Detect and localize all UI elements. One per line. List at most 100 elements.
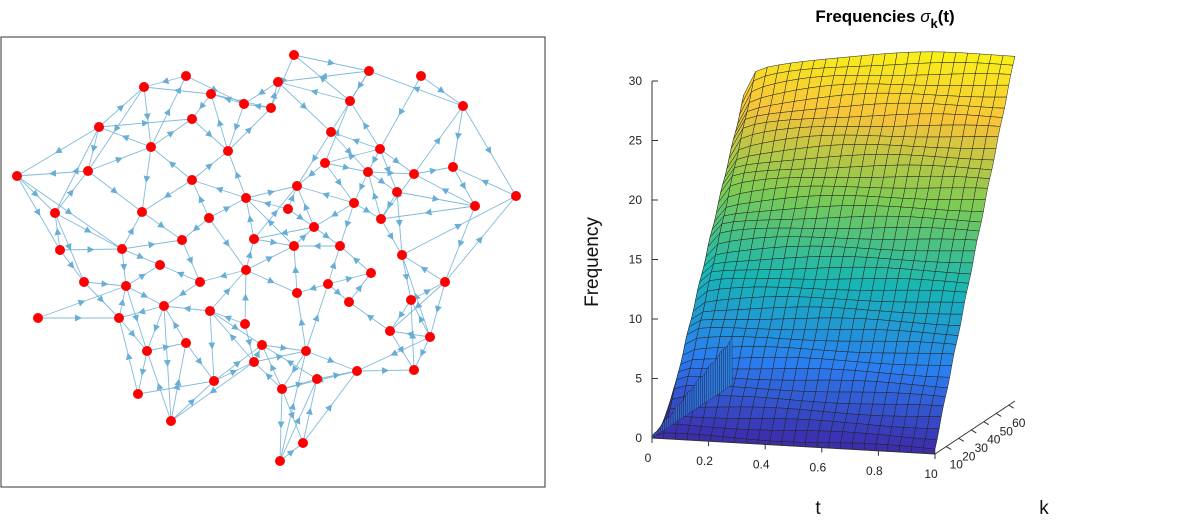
k-tick-mark — [945, 446, 952, 450]
surface-face — [954, 166, 969, 178]
graph-node — [375, 144, 385, 154]
surface-face — [866, 248, 882, 259]
surface-face — [793, 430, 808, 443]
surface-face — [898, 321, 914, 332]
graph-node — [409, 169, 419, 179]
surface-face — [902, 364, 917, 376]
surface-face — [904, 352, 919, 366]
graph-node — [195, 277, 205, 287]
surface-face — [852, 432, 867, 444]
surface-face — [924, 199, 939, 210]
surface-face — [911, 260, 927, 271]
surface-wall — [681, 398, 684, 419]
surface-face — [735, 368, 750, 380]
surface-face — [943, 334, 959, 345]
surface-face — [714, 406, 730, 419]
surface-face — [887, 435, 903, 446]
surface-face — [803, 379, 819, 392]
surface-face — [839, 317, 855, 330]
graph-node — [177, 235, 187, 245]
graph-frame — [0, 36, 546, 488]
surface-face — [990, 107, 1005, 118]
surface-face — [870, 227, 886, 240]
surface-face — [938, 301, 953, 315]
surface-face — [881, 289, 897, 303]
surface-face — [972, 136, 987, 149]
surface-face — [857, 177, 873, 188]
surface-face — [960, 250, 976, 264]
surface-face — [846, 116, 862, 127]
k-tick-label: 60 — [1012, 416, 1026, 430]
surface-face — [900, 312, 916, 323]
surface-face — [855, 361, 870, 372]
surface-face — [870, 403, 885, 417]
z-tick-label: 5 — [635, 372, 642, 386]
network-graph — [0, 36, 546, 488]
surface-face — [675, 424, 690, 434]
surface-face — [897, 154, 912, 166]
surface-face — [871, 278, 887, 291]
surface-face — [976, 115, 991, 126]
graph-node — [137, 207, 147, 217]
surface-face — [927, 124, 942, 138]
surface-face — [826, 267, 842, 280]
surface-face — [901, 427, 916, 439]
surface-face — [955, 219, 970, 231]
surface-face — [757, 429, 773, 442]
surface-face — [969, 211, 984, 223]
surface-face — [888, 197, 904, 208]
k-tick-label: 10 — [950, 458, 964, 472]
surface-face — [973, 187, 988, 200]
surface-face — [831, 359, 847, 370]
surface-face — [871, 165, 887, 178]
surface-face — [710, 319, 725, 328]
graph-node — [416, 71, 426, 81]
surface-face — [790, 329, 806, 341]
surface-face — [866, 362, 882, 373]
surface-face — [782, 368, 797, 381]
surface-face — [876, 196, 892, 207]
surface-face — [854, 247, 870, 258]
surface-face — [734, 428, 749, 440]
surface-face — [973, 73, 988, 86]
surface-wall — [712, 360, 716, 398]
surface-face — [799, 400, 815, 411]
surface-face — [887, 144, 903, 155]
surface-face — [745, 319, 761, 330]
surface-face — [883, 278, 899, 291]
surface-face — [844, 299, 859, 310]
surface-face — [922, 438, 938, 450]
surface-face — [731, 327, 747, 337]
surface-face — [758, 368, 774, 381]
surface-wall — [723, 347, 726, 391]
surface-face — [777, 278, 793, 288]
surface-face — [851, 318, 867, 330]
surface-face — [934, 324, 949, 335]
surface-face — [724, 309, 739, 320]
surface-face — [799, 287, 814, 298]
surface-face — [809, 236, 825, 247]
surface-face — [837, 216, 852, 229]
surface-face — [837, 391, 852, 404]
surface-face — [843, 360, 858, 371]
surface-face — [797, 409, 812, 420]
surface-face — [859, 340, 874, 354]
surface-face — [952, 291, 967, 303]
t-tick-label: 10 — [924, 467, 938, 481]
surface-face — [903, 301, 918, 314]
surface-face — [815, 379, 830, 393]
surface-face — [806, 306, 822, 319]
surface-face — [846, 403, 862, 415]
surface-face — [958, 148, 973, 160]
surface-face — [787, 399, 803, 410]
surface-face — [889, 311, 904, 322]
graph-node — [364, 66, 374, 76]
surface-face — [822, 289, 838, 300]
graph-node — [146, 142, 156, 152]
surface-face — [946, 262, 962, 274]
surface-face — [984, 73, 1000, 86]
surface-face — [687, 367, 703, 377]
surface-face — [700, 417, 716, 428]
graph-node — [335, 241, 345, 251]
surface-face — [956, 158, 971, 169]
